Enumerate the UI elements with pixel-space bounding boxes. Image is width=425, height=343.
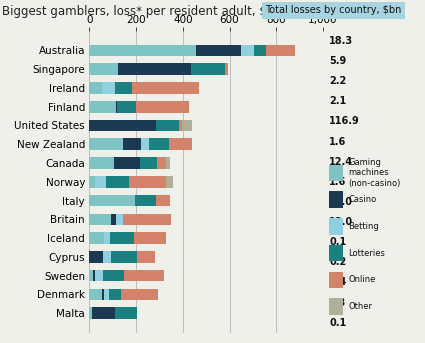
Bar bbox=[121, 288, 158, 300]
Text: 0.1: 0.1 bbox=[329, 237, 347, 247]
Bar bbox=[149, 139, 169, 150]
Bar bbox=[105, 288, 109, 300]
Bar bbox=[157, 157, 167, 169]
Bar bbox=[191, 63, 225, 75]
Bar bbox=[266, 45, 295, 56]
Bar bbox=[116, 101, 117, 113]
Bar bbox=[181, 120, 192, 131]
Text: 116.9: 116.9 bbox=[329, 116, 360, 127]
Text: 1.6: 1.6 bbox=[329, 137, 347, 146]
Bar bbox=[169, 139, 192, 150]
Text: 12.4: 12.4 bbox=[329, 157, 353, 167]
Text: 1.3: 1.3 bbox=[329, 297, 347, 308]
Text: 2.1: 2.1 bbox=[329, 96, 347, 106]
Text: Lotteries: Lotteries bbox=[348, 249, 385, 258]
Bar bbox=[111, 213, 116, 225]
Bar bbox=[105, 232, 110, 244]
Text: 0.1: 0.1 bbox=[329, 318, 347, 328]
Text: 5.9: 5.9 bbox=[329, 56, 347, 66]
Bar bbox=[156, 195, 170, 206]
Bar bbox=[111, 251, 137, 263]
Bar bbox=[123, 139, 141, 150]
Text: Biggest gamblers, loss* per resident adult, $: Biggest gamblers, loss* per resident adu… bbox=[2, 5, 267, 18]
Bar bbox=[89, 232, 105, 244]
Bar bbox=[119, 63, 191, 75]
Bar bbox=[137, 251, 155, 263]
Bar bbox=[129, 176, 167, 188]
Bar bbox=[141, 139, 149, 150]
Bar bbox=[117, 101, 136, 113]
Text: 2.2: 2.2 bbox=[329, 76, 347, 86]
Bar bbox=[89, 176, 95, 188]
Text: 18.0: 18.0 bbox=[329, 217, 354, 227]
Text: 1.6: 1.6 bbox=[329, 177, 347, 187]
Bar bbox=[115, 307, 137, 319]
Text: 2.4: 2.4 bbox=[329, 277, 347, 287]
Bar bbox=[254, 45, 266, 56]
Bar bbox=[133, 232, 166, 244]
Bar bbox=[89, 213, 111, 225]
Bar bbox=[93, 270, 95, 282]
Bar bbox=[95, 176, 105, 188]
Bar bbox=[166, 157, 170, 169]
Bar bbox=[89, 157, 114, 169]
Text: Other: Other bbox=[348, 302, 372, 311]
Bar bbox=[136, 101, 189, 113]
Bar bbox=[95, 270, 103, 282]
Bar bbox=[124, 270, 164, 282]
Text: 18.3: 18.3 bbox=[329, 36, 354, 46]
Bar bbox=[123, 213, 170, 225]
Bar bbox=[102, 82, 115, 94]
Bar bbox=[115, 82, 133, 94]
Bar bbox=[114, 157, 139, 169]
Bar bbox=[139, 157, 157, 169]
Bar bbox=[89, 270, 93, 282]
Bar bbox=[103, 251, 111, 263]
Text: Betting: Betting bbox=[348, 222, 379, 231]
Bar bbox=[89, 63, 119, 75]
Bar bbox=[89, 251, 103, 263]
Text: Total losses by country, $bn: Total losses by country, $bn bbox=[266, 5, 402, 15]
Bar bbox=[89, 101, 116, 113]
Bar bbox=[110, 232, 133, 244]
Bar bbox=[102, 288, 105, 300]
Bar bbox=[241, 45, 254, 56]
Bar bbox=[89, 120, 156, 131]
Bar bbox=[156, 120, 179, 131]
Bar bbox=[133, 82, 199, 94]
Bar bbox=[103, 270, 124, 282]
Bar bbox=[89, 195, 135, 206]
Bar bbox=[225, 63, 228, 75]
Bar bbox=[105, 176, 129, 188]
Bar bbox=[196, 45, 241, 56]
Text: 19.0: 19.0 bbox=[329, 197, 353, 207]
Bar bbox=[92, 307, 115, 319]
Bar bbox=[89, 288, 102, 300]
Bar bbox=[109, 288, 121, 300]
Bar bbox=[166, 176, 173, 188]
Bar bbox=[89, 307, 92, 319]
Text: 0.2: 0.2 bbox=[329, 257, 347, 267]
Bar bbox=[135, 195, 156, 206]
Text: Online: Online bbox=[348, 275, 375, 284]
Bar bbox=[89, 45, 196, 56]
Bar bbox=[89, 82, 102, 94]
Bar bbox=[116, 213, 123, 225]
Bar bbox=[89, 139, 123, 150]
Bar bbox=[179, 120, 181, 131]
Text: Casino: Casino bbox=[348, 195, 376, 204]
Text: Gaming
machines
(non-casino): Gaming machines (non-casino) bbox=[348, 158, 400, 188]
